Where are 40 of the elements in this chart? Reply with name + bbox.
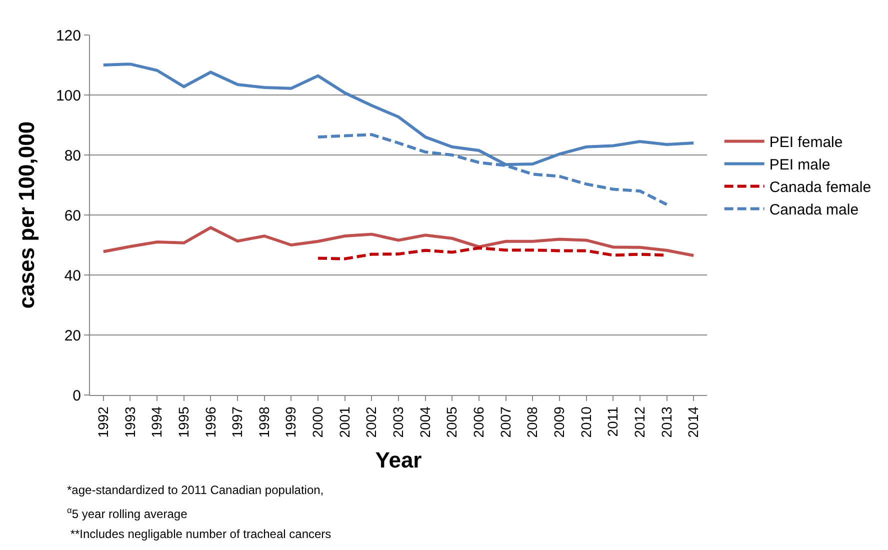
x-tick-label: 2010 xyxy=(578,406,594,438)
x-tick-label: 1999 xyxy=(282,406,299,438)
text: **Includes negligable number of tracheal cancers xyxy=(67,527,332,541)
x-tick-label: 2000 xyxy=(310,406,326,438)
y-tick-label: 60 xyxy=(64,207,81,224)
y-axis-title: cases per 100,000 xyxy=(14,121,39,309)
x-tick-label: 1998 xyxy=(256,406,272,438)
legend-label: Canada female xyxy=(769,179,872,196)
x-tick-label: 2002 xyxy=(363,406,380,438)
x-tick-label: 2013 xyxy=(658,406,674,438)
text: $^{α}$5 year rolling average xyxy=(67,505,188,522)
x-tick-label: 2011 xyxy=(604,406,621,437)
y-tick-label: 100 xyxy=(56,87,81,104)
line-series xyxy=(102,226,696,257)
x-tick-label: 1996 xyxy=(202,406,218,438)
x-tick-label: 2001 xyxy=(336,406,352,438)
x-tick-label: 2004 xyxy=(416,406,433,438)
y-tick-label: 20 xyxy=(64,327,81,344)
x-tick-label: 1993 xyxy=(122,406,138,438)
x-tick-label: 2012 xyxy=(631,406,648,438)
x-tick-label: 2009 xyxy=(551,406,568,438)
x-tick-label: 2006 xyxy=(470,406,487,438)
legend-label: PEI female xyxy=(769,134,843,152)
x-tick-label: 2003 xyxy=(390,406,406,438)
x-tick-label: 1995 xyxy=(175,406,192,438)
x-tick-label: 2014 xyxy=(685,406,702,438)
y-tick-label: 120 xyxy=(56,27,81,44)
y-tick-label: 0 xyxy=(72,387,81,404)
legend-label: Canada male xyxy=(769,202,859,219)
y-tick-label: 40 xyxy=(64,267,81,284)
y-tick-label: 80 xyxy=(64,147,81,164)
x-tick-label: 2007 xyxy=(497,406,514,438)
legend-label: PEI male xyxy=(769,156,830,174)
x-tick-label: 1997 xyxy=(229,406,246,438)
text: *age-standardized to 2011 Canadian population, xyxy=(67,483,324,497)
x-tick-label: 2008 xyxy=(524,406,540,438)
x-axis-title: Year xyxy=(375,448,422,473)
x-tick-label: 1992 xyxy=(94,406,111,438)
x-tick-label: 1994 xyxy=(148,406,165,438)
x-tick-label: 2005 xyxy=(444,406,460,438)
